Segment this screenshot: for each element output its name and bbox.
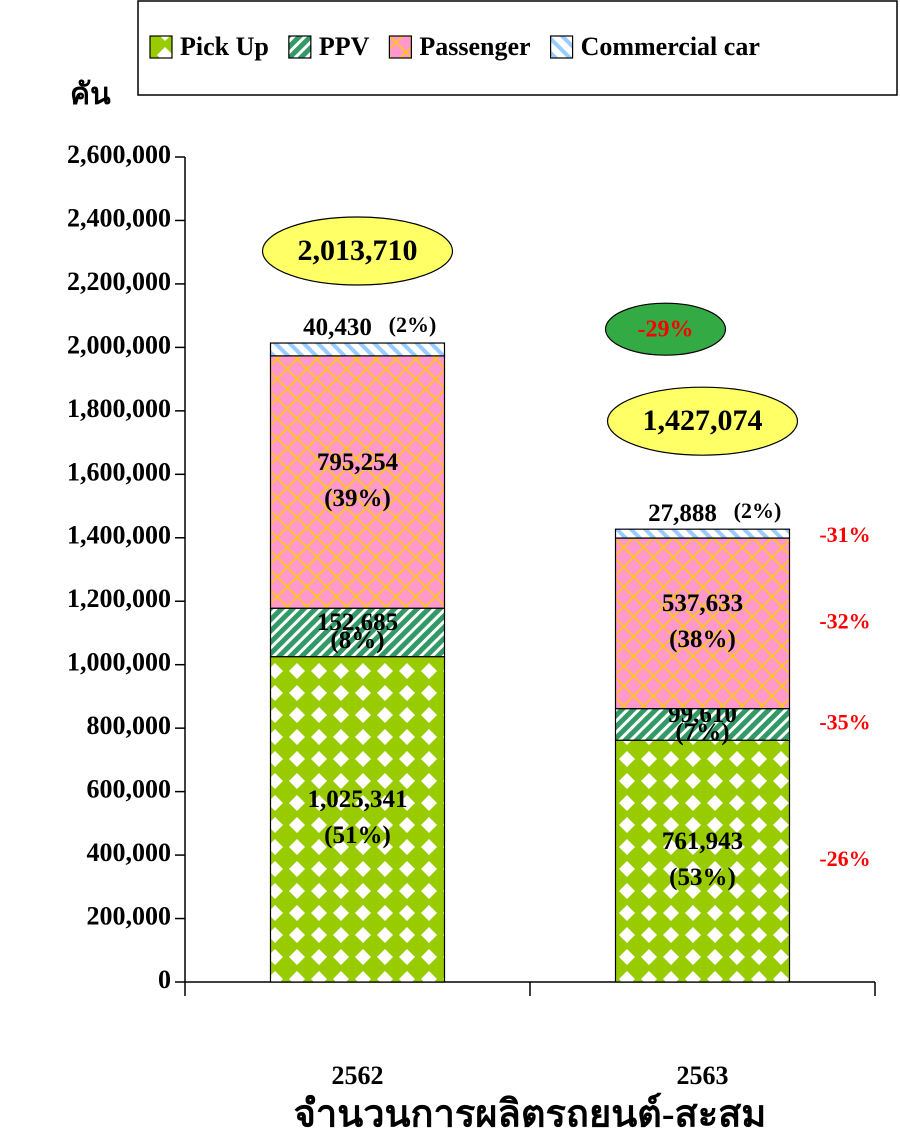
share-label: (39%)	[324, 485, 391, 512]
value-label: 27,888	[648, 500, 717, 527]
y-tick-label: 1,400,000	[67, 521, 171, 550]
legend-swatch	[549, 35, 574, 59]
bar-segment	[269, 656, 446, 983]
legend-label: Pick Up	[180, 32, 269, 61]
value-label: 1,025,341	[308, 786, 408, 813]
total-label: 2,013,710	[298, 234, 418, 267]
legend-swatch	[149, 35, 173, 59]
share-label: (2%)	[734, 498, 782, 523]
legend-swatch	[388, 35, 412, 59]
value-label: 152,685	[317, 609, 398, 636]
change-label: -26%	[819, 846, 870, 871]
total-label: 1,427,074	[643, 404, 763, 437]
value-label: 40,430	[303, 314, 372, 341]
y-tick-label: 2,600,000	[67, 140, 171, 169]
bar-segment	[614, 537, 791, 710]
change-label: -32%	[819, 608, 870, 633]
share-label: (53%)	[669, 864, 736, 891]
total-change-label: -29%	[638, 317, 694, 343]
share-label: (7%)	[675, 719, 729, 746]
bar-segment	[614, 739, 791, 983]
value-label: 537,633	[662, 590, 743, 617]
y-tick-label: 2,200,000	[67, 267, 171, 296]
change-oval	[604, 302, 727, 356]
y-tick-label: 600,000	[87, 775, 172, 804]
y-tick-label: 2,400,000	[67, 203, 171, 232]
y-tick-label: 200,000	[87, 902, 172, 931]
y-tick-label: 400,000	[87, 838, 172, 867]
y-tick-label: 1,200,000	[67, 584, 171, 613]
y-axis-label: คัน	[70, 78, 111, 111]
x-tick-label: 2562	[332, 1061, 384, 1090]
x-tick-label: 2563	[677, 1061, 729, 1090]
total-oval	[261, 216, 454, 286]
y-tick-label: 0	[158, 965, 171, 994]
y-tick-label: 1,600,000	[67, 457, 171, 486]
y-tick-label: 1,000,000	[67, 648, 171, 677]
value-label: 761,943	[662, 828, 743, 855]
bar-segment	[614, 708, 791, 741]
bar-segment	[269, 355, 446, 609]
legend-label: Passenger	[419, 32, 530, 61]
y-tick-label: 2,000,000	[67, 330, 171, 359]
y-tick-label: 1,800,000	[67, 394, 171, 423]
total-oval	[606, 386, 799, 456]
share-label: (8%)	[330, 627, 384, 654]
bar-segment	[269, 342, 446, 357]
share-label: (2%)	[389, 312, 437, 337]
change-label: -31%	[819, 522, 870, 547]
value-label: 795,254	[317, 449, 399, 476]
change-label: -35%	[819, 709, 870, 734]
share-label: (51%)	[324, 822, 391, 849]
legend-label: Commercial car	[581, 32, 760, 61]
legend-box	[137, 0, 898, 96]
share-label: (38%)	[669, 626, 736, 653]
legend-swatch	[288, 35, 312, 59]
bar-segment	[269, 607, 446, 658]
legend-label: PPV	[319, 32, 370, 61]
y-tick-label: 800,000	[87, 711, 172, 740]
chart-title: จำนวนการผลิตรถยนต์-สะสม	[294, 1093, 767, 1136]
bar-segment	[614, 528, 791, 539]
